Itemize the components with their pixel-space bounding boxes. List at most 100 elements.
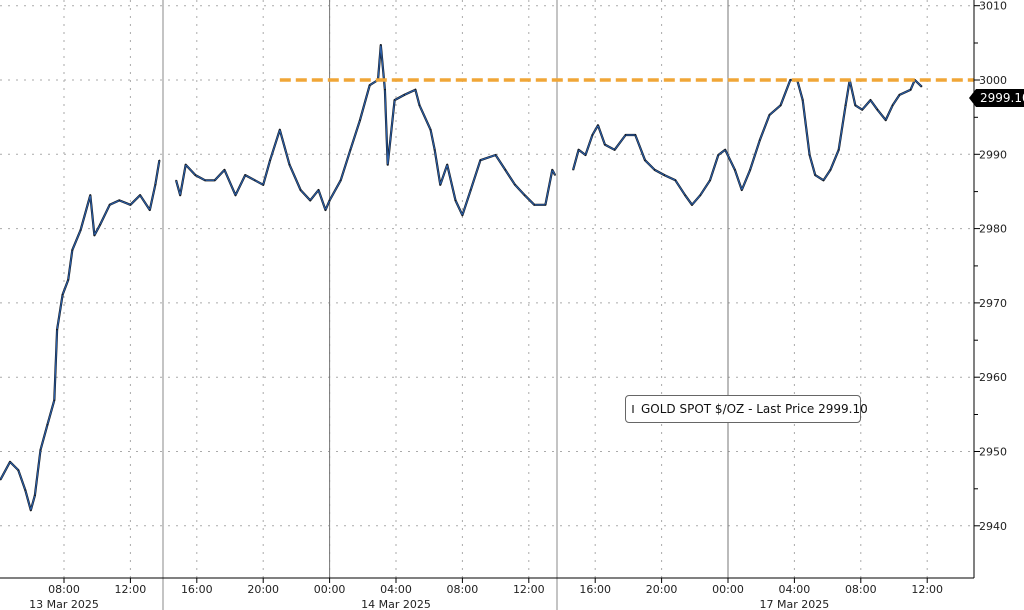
data-point: [214, 179, 216, 181]
data-point: [154, 184, 156, 186]
data-point: [17, 469, 19, 471]
data-point: [99, 224, 101, 226]
data-point: [591, 134, 594, 136]
data-point: [89, 194, 91, 196]
session-dividers: [162, 0, 729, 610]
data-point: [62, 294, 64, 296]
data-point: [613, 149, 616, 151]
x-tick-label: 04:00: [779, 583, 811, 596]
data-point: [789, 79, 791, 81]
data-point: [279, 129, 281, 131]
data-point: [921, 86, 923, 88]
data-point: [349, 149, 351, 151]
data-point: [597, 124, 599, 126]
data-point: [56, 329, 58, 331]
data-point: [418, 104, 421, 106]
data-point: [439, 184, 441, 186]
x-tick-label: 00:00: [712, 583, 744, 596]
x-tick-label: 08:00: [845, 583, 877, 596]
data-point: [9, 461, 11, 463]
data-point: [604, 144, 606, 146]
data-point: [446, 164, 448, 166]
x-tick-label: 20:00: [247, 583, 279, 596]
data-point: [254, 179, 256, 181]
data-point: [434, 149, 436, 151]
x-tick-label: 16:00: [579, 583, 611, 596]
data-point: [724, 149, 726, 151]
data-point: [0, 479, 1, 481]
data-point: [514, 184, 516, 186]
data-point: [317, 189, 320, 191]
data-point: [71, 249, 73, 251]
legend[interactable]: GOLD SPOT $/OZ - Last Price 2999.10: [625, 395, 868, 423]
data-point: [403, 94, 405, 96]
data-point: [129, 204, 131, 206]
data-point: [149, 209, 151, 211]
last-price-tag: 2999.10: [969, 89, 1024, 107]
x-tick-label: 12:00: [513, 583, 545, 596]
x-tick-label: 08:00: [447, 583, 479, 596]
x-date-label: 13 Mar 2025: [29, 598, 99, 610]
data-point: [234, 194, 237, 196]
data-point: [504, 169, 506, 171]
data-point: [380, 44, 382, 46]
data-point: [898, 94, 901, 96]
data-point: [80, 229, 82, 231]
price-line-shadow: [572, 78, 923, 206]
data-point: [814, 174, 816, 176]
data-point: [185, 164, 187, 166]
legend-expand-icon[interactable]: [632, 405, 634, 413]
data-point: [625, 134, 627, 136]
data-point: [384, 89, 386, 91]
x-date-label: 14 Mar 2025: [361, 598, 431, 610]
data-point: [572, 169, 574, 171]
data-point: [684, 194, 686, 196]
data-point: [885, 119, 887, 121]
data-point: [46, 424, 49, 426]
price-series: [0, 43, 923, 512]
data-point: [24, 489, 26, 491]
price-line: [572, 79, 923, 206]
data-point: [223, 169, 226, 171]
data-point: [734, 169, 736, 171]
data-point: [829, 169, 831, 171]
y-tick-label: 2950: [979, 446, 1007, 459]
x-tick-label: 04:00: [380, 583, 412, 596]
data-point: [454, 199, 457, 201]
data-point: [53, 399, 55, 401]
data-point: [414, 89, 416, 91]
data-point: [854, 104, 856, 106]
x-tick-label: 12:00: [115, 583, 147, 596]
data-point: [109, 204, 111, 206]
data-point: [461, 214, 463, 216]
legend-label: GOLD SPOT $/OZ - Last Price 2999.10: [641, 402, 868, 416]
x-date-label: 17 Mar 2025: [760, 598, 830, 610]
data-point: [387, 164, 389, 166]
data-point: [674, 179, 677, 181]
data-point: [749, 169, 751, 171]
data-point: [554, 174, 556, 176]
y-tick-label: 2980: [979, 223, 1007, 236]
data-point: [869, 99, 872, 101]
price-line-shadow: [0, 160, 161, 512]
data-point: [67, 279, 69, 281]
data-point: [691, 204, 693, 206]
grid: [0, 0, 974, 578]
data-point: [644, 159, 646, 161]
data-point: [584, 154, 587, 156]
data-point: [844, 104, 847, 106]
data-point: [269, 159, 271, 161]
data-point: [634, 134, 636, 136]
data-point: [479, 159, 481, 161]
data-point: [892, 104, 894, 106]
data-point: [551, 169, 553, 171]
data-point: [288, 164, 291, 166]
x-tick-label: 12:00: [911, 583, 943, 596]
y-tick-label: 2960: [979, 371, 1007, 384]
y-tick-label: 2940: [979, 520, 1007, 533]
data-point: [768, 114, 771, 116]
data-point: [244, 174, 246, 176]
data-point: [34, 494, 36, 496]
